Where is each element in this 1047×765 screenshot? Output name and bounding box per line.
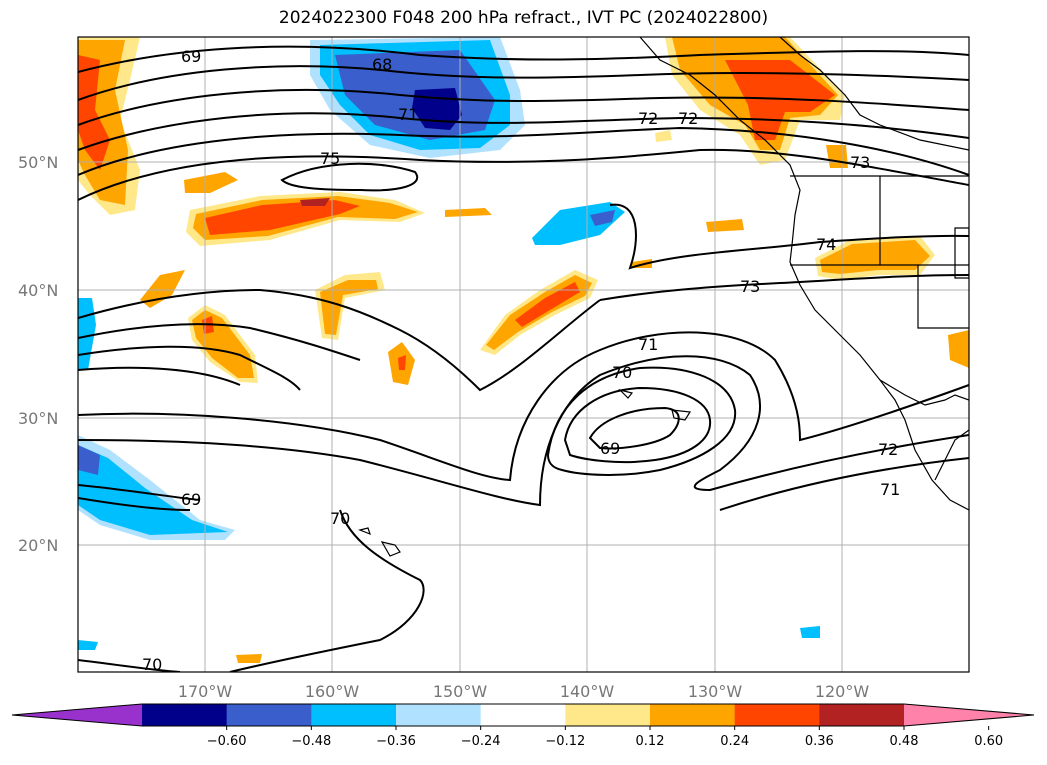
contour-label: 70: [330, 509, 350, 528]
colorbar-tick-label: −0.36: [376, 734, 416, 749]
contour-label: 69: [600, 439, 620, 458]
colorbar-segment: [396, 704, 482, 726]
contour-label: 69: [181, 490, 201, 509]
colorbar-segment: [311, 704, 397, 726]
lon-label: 130°W: [688, 682, 743, 701]
contour-label: 75: [320, 149, 340, 168]
contour-label: 71: [880, 480, 900, 499]
colorbar-tick-label: −0.60: [207, 734, 247, 749]
latitude-labels: 50°N 40°N 30°N 20°N: [18, 153, 58, 555]
coastlines: [358, 37, 969, 557]
lon-label: 140°W: [560, 682, 615, 701]
map-frame: [77, 36, 970, 673]
contour-label: 72: [678, 109, 698, 128]
lat-label: 30°N: [18, 409, 58, 428]
refractivity-contours: [78, 45, 969, 672]
lat-label: 50°N: [18, 153, 58, 172]
contour-label: 68: [372, 55, 392, 74]
contour-label: 74: [816, 235, 836, 254]
map-title: 2024022300 F048 200 hPa refract., IVT PC…: [278, 8, 769, 28]
colorbar-tick-label: 0.12: [636, 734, 665, 749]
colorbar-tick-label: 0.48: [890, 734, 919, 749]
colorbar-tick-label: −0.48: [291, 734, 331, 749]
contour-label: 72: [878, 440, 898, 459]
lon-label: 120°W: [815, 682, 870, 701]
colorbar-tick-label: 0.36: [805, 734, 834, 749]
colorbar-extend-high: [904, 704, 1034, 726]
contour-label: 71: [398, 105, 418, 124]
colorbar-tick-label: −0.24: [461, 734, 501, 749]
colorbar-outline: [11, 703, 1035, 727]
lon-label: 170°W: [178, 682, 233, 701]
contour-label: 69: [181, 47, 201, 66]
lon-label: 150°W: [433, 682, 488, 701]
colorbar-segment: [226, 704, 312, 726]
lat-label: 20°N: [18, 536, 58, 555]
colorbar-segment: [565, 704, 651, 726]
colorbar-tick-label: 0.24: [720, 734, 749, 749]
lat-label: 40°N: [18, 281, 58, 300]
contour-label: 70: [612, 363, 632, 382]
colorbar-extend-low: [12, 704, 142, 726]
lon-label: 160°W: [305, 682, 360, 701]
colorbar-segment: [734, 704, 820, 726]
longitude-labels: 170°W 160°W 150°W 140°W 130°W 120°W: [178, 682, 870, 701]
contour-label: 73: [850, 153, 870, 172]
contour-label: 72: [638, 109, 658, 128]
contour-labels: 69 68 71 75 72 72 73 74 73 71 70 69 72 7…: [142, 47, 900, 674]
colorbar-segment: [650, 704, 736, 726]
colorbar-segment: [819, 704, 905, 726]
contour-label: 71: [638, 335, 658, 354]
colorbar: −0.60 −0.48 −0.36 −0.24 −0.12 0.12 0.24 0.36 0.4…: [11, 703, 1035, 749]
colorbar-tick-label: −0.12: [545, 734, 585, 749]
colorbar-tick-label: 0.60: [974, 734, 1003, 749]
colorbar-segment: [142, 704, 228, 726]
contour-label: 70: [142, 655, 162, 674]
colorbar-segment: [480, 704, 566, 726]
contour-label: 73: [740, 277, 760, 296]
